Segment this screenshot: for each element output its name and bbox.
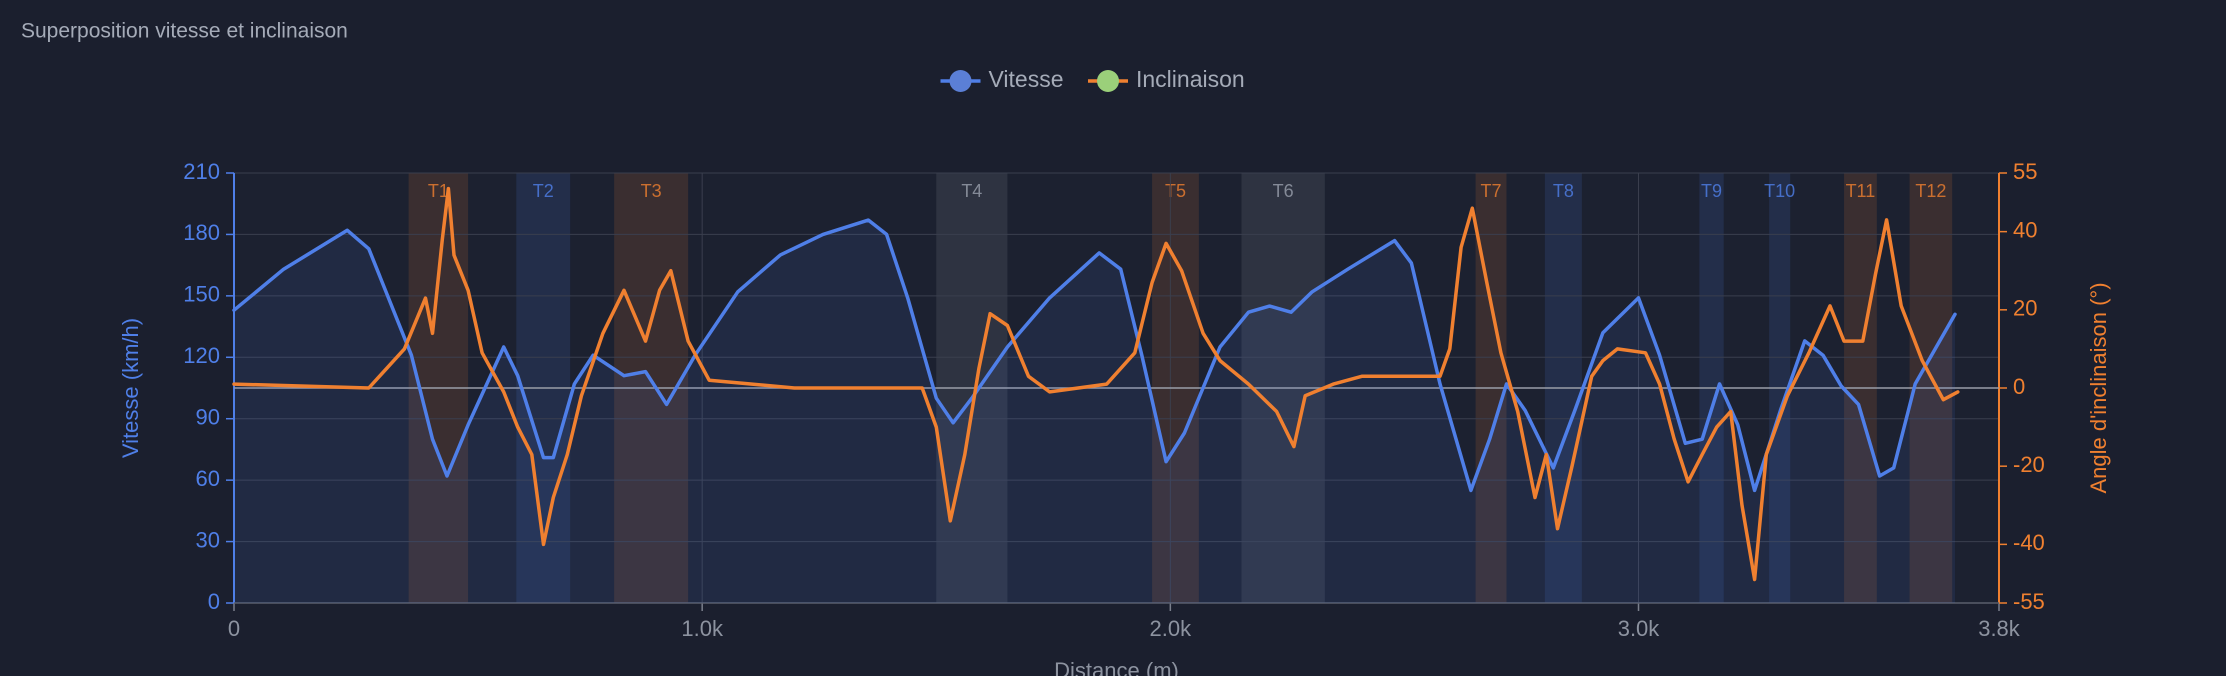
x-tick-label: 0	[228, 616, 240, 641]
y-tick-label: 120	[183, 343, 220, 368]
turn-label: T10	[1764, 181, 1795, 201]
legend-label: Vitesse	[989, 66, 1064, 92]
turn-label: T7	[1481, 181, 1502, 201]
y2-tick-label: 55	[2013, 159, 2037, 184]
y2-tick-label: 0	[2013, 374, 2025, 399]
x-tick-label: 3.8k	[1978, 616, 2021, 641]
y-tick-label: 0	[208, 589, 220, 614]
y2-tick-label: -55	[2013, 589, 2045, 614]
y-tick-label: 150	[183, 282, 220, 307]
y-tick-label: 210	[183, 159, 220, 184]
turn-label: T1	[428, 181, 449, 201]
legend: Vitesse Inclinaison	[940, 66, 1245, 92]
y-tick-label: 180	[183, 220, 220, 245]
y-axis-title: Vitesse (km/h)	[118, 318, 143, 458]
series-area	[234, 220, 1955, 603]
x-tick-label: 1.0k	[681, 616, 724, 641]
x-axis-title: Distance (m)	[1054, 658, 1179, 676]
turn-label: T3	[641, 181, 662, 201]
legend-label: Inclinaison	[1136, 66, 1245, 92]
y2-tick-label: 40	[2013, 217, 2037, 242]
x-tick-label: 2.0k	[1150, 616, 1193, 641]
turn-label: T12	[1915, 181, 1946, 201]
turn-label: T4	[961, 181, 982, 201]
legend-marker	[1097, 70, 1119, 92]
series-line	[232, 218, 1957, 493]
y2-tick-label: -40	[2013, 530, 2045, 555]
legend-marker	[949, 70, 972, 92]
y-tick-label: 60	[196, 466, 220, 491]
y2-tick-label: -20	[2013, 452, 2045, 477]
chart-title: Superposition vitesse et inclinaison	[21, 20, 348, 43]
y-tick-label: 90	[196, 405, 220, 430]
turn-label: T8	[1553, 181, 1574, 201]
turn-label: T9	[1701, 181, 1722, 201]
turn-label: T6	[1273, 181, 1294, 201]
x-tick-label: 3.0k	[1618, 616, 1661, 641]
y2-tick-label: 20	[2013, 296, 2037, 321]
y2-axis-title: Angle d'inclinaison (°)	[2086, 282, 2111, 493]
turn-label: T5	[1165, 181, 1186, 201]
series-line	[232, 186, 1960, 582]
turn-label: T2	[533, 181, 554, 201]
turn-label: T11	[1846, 181, 1876, 201]
y-tick-label: 30	[196, 527, 220, 552]
